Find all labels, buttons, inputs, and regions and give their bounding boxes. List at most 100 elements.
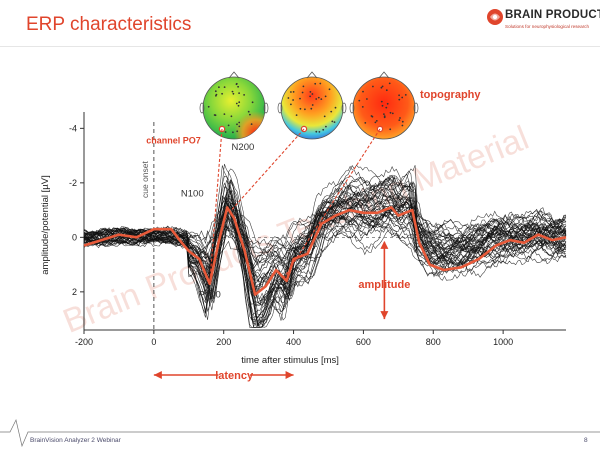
topomap-electrode <box>207 105 210 108</box>
page-number: 8 <box>584 437 588 444</box>
topomap-electrode <box>380 86 383 89</box>
latency-arrow <box>153 371 294 379</box>
topomap-electrode <box>309 95 311 98</box>
topomap-nose <box>228 71 240 79</box>
title-divider <box>0 46 600 47</box>
topomap-electrode <box>232 92 235 95</box>
topomap-left-ear <box>349 102 355 114</box>
topomap-electrode <box>232 131 234 134</box>
topomap-electrode <box>399 117 401 119</box>
topomap-nose <box>306 71 318 79</box>
topomap-electrode <box>375 120 378 122</box>
x-tick-label: 0 <box>151 337 156 347</box>
topomap-electrode <box>292 91 295 93</box>
topomap-left-ear <box>199 102 205 114</box>
erp-trace-43 <box>83 214 567 267</box>
topomap-electrode <box>358 99 361 102</box>
topomap-n200 <box>230 71 347 211</box>
topomap-electrode <box>374 121 377 124</box>
topomap-electrode <box>227 124 230 127</box>
topomap-electrode <box>235 102 238 105</box>
topomap-electrode <box>301 91 304 94</box>
y-tick-label: 0 <box>72 232 77 242</box>
topomap-electrode <box>401 120 404 123</box>
topomap-electrode <box>331 120 334 123</box>
topomap-electrode <box>302 85 305 88</box>
amplitude-label: amplitude <box>358 279 410 291</box>
topomap-connector <box>209 128 223 284</box>
x-tick-label: 400 <box>286 337 301 347</box>
topomap-electrode <box>299 97 301 100</box>
topomap-electrode <box>290 103 292 106</box>
amplitude-arrow-down <box>380 311 389 320</box>
topomap-right-ear <box>413 102 419 114</box>
topomap-electrode <box>243 94 246 96</box>
erp-trace-48 <box>83 164 567 328</box>
topomap-electrode <box>215 93 218 96</box>
topomap-electrode <box>318 131 321 133</box>
topomap-electrode <box>311 104 314 106</box>
topomap-electrode <box>311 93 314 95</box>
footer-title: BrainVision Analyzer 2 Webinar <box>30 437 121 444</box>
topomap-electrode <box>319 82 322 85</box>
erp-trace-39 <box>83 166 567 328</box>
topomap-electrode <box>364 122 367 124</box>
y-tick-label: -4 <box>69 123 77 133</box>
cue-onset-label: cue onset <box>140 161 150 198</box>
slide-title: ERP characteristics <box>26 14 192 35</box>
topomap-electrode <box>292 99 294 101</box>
topomap-electrode <box>299 107 302 110</box>
po7-highlight-trace <box>83 206 567 296</box>
topomap-electrode <box>314 82 317 85</box>
brand-tagline: Solutions for neurophysiological researc… <box>505 24 590 29</box>
component-label-n100: N100 <box>181 188 204 199</box>
x-tick-label: 600 <box>356 337 371 347</box>
topomap-electrode <box>361 106 364 108</box>
topomap-electrode <box>223 86 226 88</box>
topography-label: topography <box>420 89 481 101</box>
topomap-electrode <box>380 100 383 103</box>
topomap-electrode <box>391 112 394 115</box>
erp-trace-45 <box>83 209 567 262</box>
topomap-right-ear <box>341 102 347 114</box>
x-tick-label: 1000 <box>493 337 513 347</box>
topomap-electrode <box>386 102 389 105</box>
topomap-electrode <box>389 111 392 114</box>
topomap-electrode <box>323 115 326 118</box>
amplitude-arrow <box>380 240 389 320</box>
topomap-electrode <box>383 116 386 119</box>
topomap-electrode <box>383 113 385 115</box>
topomap-electrode <box>236 123 238 126</box>
topomap-electrode <box>238 101 241 104</box>
topomap-electrode <box>320 98 323 100</box>
topomap-electrode <box>366 98 368 100</box>
topomap-electrode <box>221 92 224 95</box>
component-label-p100: P100 <box>199 289 221 300</box>
erp-trace-18 <box>83 174 567 304</box>
topomap-electrode <box>324 95 327 98</box>
topomap-electrode <box>237 85 240 88</box>
topomap-electrode <box>238 121 241 124</box>
erp-trace-29 <box>83 179 567 307</box>
topomap-electrode <box>404 94 407 96</box>
component-label-p300: P300 <box>263 295 285 306</box>
topomap-head <box>352 76 416 140</box>
topomap-electrode <box>388 82 391 85</box>
topomap-electrode <box>322 128 325 131</box>
topomap-electrode <box>317 96 320 99</box>
amplitude-arrow-up <box>380 240 389 249</box>
topomap-head <box>280 76 344 140</box>
x-tick-label: 200 <box>216 337 231 347</box>
erp-trace-21 <box>83 195 567 321</box>
topomap-connector <box>230 128 305 211</box>
topomap-electrode <box>381 104 384 107</box>
component-label-n200: N200 <box>232 142 255 153</box>
channel-label: channel PO7 <box>146 135 201 145</box>
brain-logo-icon <box>487 9 503 25</box>
topomap-electrode <box>250 123 253 125</box>
topomap-electrode <box>315 130 318 133</box>
footer-signal-line <box>0 418 600 448</box>
topomap-electrode <box>214 114 217 117</box>
topomap-electrode <box>287 97 290 99</box>
